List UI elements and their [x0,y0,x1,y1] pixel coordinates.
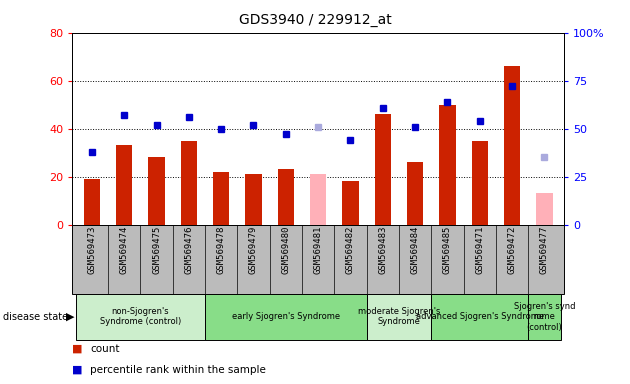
Text: GSM569476: GSM569476 [185,226,193,275]
Bar [278,169,294,225]
Text: ▶: ▶ [66,312,74,322]
Text: GSM569484: GSM569484 [411,226,420,275]
Bar [116,146,132,225]
Text: GSM569471: GSM569471 [475,226,484,275]
Text: GSM569473: GSM569473 [88,226,96,275]
Bar [407,162,423,225]
Text: Sjogren's synd
rome
(control): Sjogren's synd rome (control) [513,302,575,332]
Text: GSM569485: GSM569485 [443,226,452,275]
Text: GSM569478: GSM569478 [217,226,226,275]
Text: GDS3940 / 229912_at: GDS3940 / 229912_at [239,13,391,27]
Bar [205,294,367,340]
Bar [504,66,520,225]
Bar [432,294,529,340]
Text: GSM569477: GSM569477 [540,226,549,275]
Text: GSM569480: GSM569480 [282,226,290,275]
Bar [213,172,229,225]
Text: ■: ■ [72,344,83,354]
Text: GSM569479: GSM569479 [249,226,258,275]
Text: early Sjogren's Syndrome: early Sjogren's Syndrome [232,312,340,321]
Bar [84,179,100,225]
Text: GSM569474: GSM569474 [120,226,129,275]
Text: moderate Sjogren's
Syndrome: moderate Sjogren's Syndrome [358,307,440,326]
Text: GSM569475: GSM569475 [152,226,161,275]
Bar [375,114,391,225]
Text: percentile rank within the sample: percentile rank within the sample [90,365,266,375]
Bar [367,294,432,340]
Text: GSM569472: GSM569472 [508,226,517,275]
Text: count: count [90,344,120,354]
Text: non-Sjogren's
Syndrome (control): non-Sjogren's Syndrome (control) [100,307,181,326]
Text: disease state: disease state [3,312,68,322]
Bar [76,294,205,340]
Text: ■: ■ [72,365,83,375]
Bar [439,105,455,225]
Bar [149,157,164,225]
Bar [472,141,488,225]
Text: advanced Sjogren's Syndrome: advanced Sjogren's Syndrome [416,312,544,321]
Bar [529,294,561,340]
Bar [310,174,326,225]
Bar [181,141,197,225]
Text: GSM569481: GSM569481 [314,226,323,275]
Text: GSM569483: GSM569483 [378,226,387,275]
Bar [536,194,553,225]
Bar [246,174,261,225]
Text: GSM569482: GSM569482 [346,226,355,275]
Bar [342,182,358,225]
